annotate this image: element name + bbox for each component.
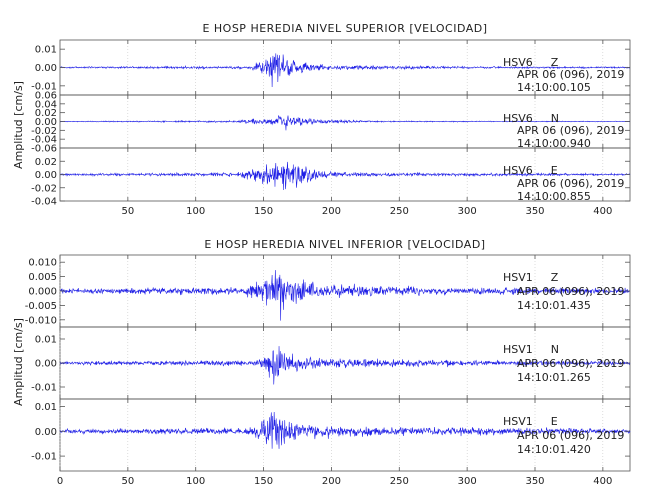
- x-tick-label: 150: [254, 476, 273, 487]
- time-label: 14:10:00.940: [517, 137, 591, 150]
- date-label: APR 06 (096), 2019: [517, 68, 624, 81]
- station-name: HSV6: [503, 164, 533, 177]
- station-name: HSV1: [503, 271, 533, 284]
- chart-upper: E HOSP HEREDIA NIVEL SUPERIOR [VELOCIDAD…: [12, 22, 631, 217]
- panel-hsv6-n: HSV6 N APR 06 (096), 2019 14:10:00.940 0.…: [31, 91, 631, 155]
- station-name: HSV1: [503, 343, 533, 356]
- chart-lower-title: E HOSP HEREDIA NIVEL INFERIOR [VELOCIDAD…: [204, 238, 485, 251]
- y-tick-label: -0.04: [31, 135, 57, 146]
- y-tick-label: 0.04: [35, 99, 57, 110]
- panel-hsv1-z: HSV1 Z APR 06 (096), 2019 14:10:01.435 0.…: [25, 254, 631, 328]
- x-tick-label: 300: [458, 206, 477, 217]
- time-label: 14:10:01.435: [517, 299, 591, 312]
- waveform-trace: [59, 115, 631, 131]
- y-tick-label: 0.01: [35, 335, 57, 346]
- x-tick-label: 150: [254, 206, 273, 217]
- x-tick-label: 200: [322, 206, 341, 217]
- station-name: HSV1: [503, 415, 533, 428]
- y-tick-label: -0.02: [31, 183, 57, 194]
- chart-upper-ylabel: Amplitud [cm/s]: [12, 81, 25, 169]
- x-tick-label: 350: [525, 476, 544, 487]
- chart-upper-title: E HOSP HEREDIA NIVEL SUPERIOR [VELOCIDAD…: [202, 22, 487, 35]
- station-label: HSV6 E: [503, 164, 558, 177]
- station-label: HSV1 Z: [503, 271, 559, 284]
- x-tick-label: 0: [57, 476, 63, 487]
- component-name: N: [551, 112, 559, 125]
- station-label: HSV6 Z: [503, 56, 559, 69]
- x-axis-lower: 0 50 100 150 200 250 300 350 400: [57, 476, 613, 487]
- x-axis-upper: 50 100 150 200 250 300 350 400: [121, 206, 612, 217]
- y-tick-label: 0.000: [28, 287, 57, 298]
- station-name: HSV6: [503, 112, 533, 125]
- y-tick-label: 0.005: [28, 272, 57, 283]
- x-tick-label: 250: [390, 476, 409, 487]
- y-tick-label: 0.010: [28, 258, 57, 269]
- y-tick-label: 0.02: [35, 157, 57, 168]
- date-label: APR 06 (096), 2019: [517, 357, 624, 370]
- time-label: 14:10:01.420: [517, 443, 591, 456]
- x-tick-label: 100: [186, 476, 205, 487]
- station-name: HSV6: [503, 56, 533, 69]
- component-name: N: [551, 343, 559, 356]
- x-tick-label: 250: [390, 206, 409, 217]
- panel-hsv6-e: HSV6 E APR 06 (096), 2019 14:10:00.855 0.…: [31, 147, 631, 208]
- x-tick-label: 300: [458, 476, 477, 487]
- date-label: APR 06 (096), 2019: [517, 124, 624, 137]
- panel-hsv1-e: HSV1 E APR 06 (096), 2019 14:10:01.420 0.…: [31, 398, 631, 472]
- waveform-trace: [59, 346, 631, 385]
- y-tick-label: -0.005: [25, 301, 57, 312]
- panel-hsv1-n: HSV1 N APR 06 (096), 2019 14:10:01.265 0.…: [31, 326, 631, 400]
- time-label: 14:10:01.265: [517, 371, 591, 384]
- y-tick-label: 0.00: [35, 63, 57, 74]
- time-label: 14:10:00.105: [517, 81, 591, 94]
- y-tick-label: -0.04: [31, 197, 57, 208]
- y-tick-label: 0.00: [35, 117, 57, 128]
- component-name: Z: [551, 271, 559, 284]
- x-tick-label: 400: [593, 476, 612, 487]
- y-tick-label: -0.01: [31, 452, 57, 463]
- component-name: E: [551, 164, 558, 177]
- y-tick-label: 0.01: [35, 45, 57, 56]
- chart-lower: E HOSP HEREDIA NIVEL INFERIOR [VELOCIDAD…: [12, 238, 631, 487]
- y-tick-label: -0.01: [31, 81, 57, 92]
- chart-lower-ylabel: Amplitud [cm/s]: [12, 318, 25, 406]
- y-tick-label: -0.02: [31, 126, 57, 137]
- station-label: HSV1 E: [503, 415, 558, 428]
- station-label: HSV1 N: [503, 343, 559, 356]
- y-tick-label: -0.06: [31, 144, 57, 155]
- panel-hsv6-z: HSV6 Z APR 06 (096), 2019 14:10:00.105 0.…: [31, 39, 631, 96]
- x-tick-label: 400: [593, 206, 612, 217]
- x-tick-label: 350: [525, 206, 544, 217]
- x-tick-label: 50: [121, 476, 134, 487]
- y-tick-label: -0.01: [31, 383, 57, 394]
- time-label: 14:10:00.855: [517, 190, 591, 203]
- waveform-trace: [59, 270, 631, 321]
- y-tick-label: 0.00: [35, 359, 57, 370]
- x-tick-label: 200: [322, 476, 341, 487]
- y-tick-label: 0.06: [35, 91, 57, 102]
- station-label: HSV6 N: [503, 112, 559, 125]
- component-name: Z: [551, 56, 559, 69]
- date-label: APR 06 (096), 2019: [517, 285, 624, 298]
- x-tick-label: 100: [186, 206, 205, 217]
- x-tick-label: 50: [121, 206, 134, 217]
- component-name: E: [551, 415, 558, 428]
- y-tick-label: 0.00: [35, 427, 57, 438]
- y-tick-label: 0.01: [35, 402, 57, 413]
- y-tick-label: 0.00: [35, 170, 57, 181]
- y-tick-label: -0.010: [25, 315, 57, 326]
- y-tick-label: 0.02: [35, 108, 57, 119]
- date-label: APR 06 (096), 2019: [517, 429, 624, 442]
- date-label: APR 06 (096), 2019: [517, 177, 624, 190]
- waveform-trace: [59, 161, 631, 190]
